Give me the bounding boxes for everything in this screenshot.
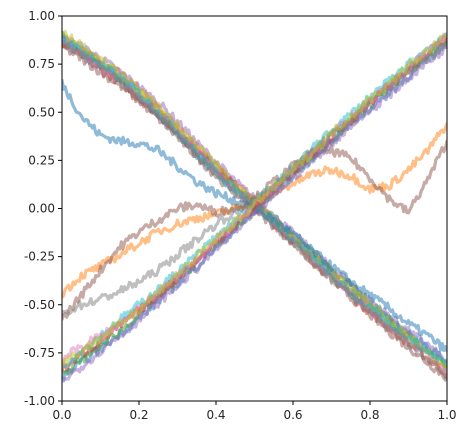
x-tick-label: 0.2 xyxy=(129,408,148,422)
y-tick-label: -0.50 xyxy=(24,298,55,312)
y-axis: 1.00 0.75 0.50 0.25 0.00 -0.25 -0.50 -0.75 -1.00 xyxy=(24,9,62,408)
x-tick-label: 0.6 xyxy=(283,408,302,422)
y-tick-label: 0.00 xyxy=(28,202,55,216)
x-axis: 0.0 0.2 0.4 0.6 0.8 1.0 xyxy=(52,401,457,422)
series-layer xyxy=(62,29,447,383)
y-tick-label: -0.75 xyxy=(24,346,55,360)
y-tick-label: 0.50 xyxy=(28,105,55,119)
y-tick-label: 0.25 xyxy=(28,153,55,167)
series-line-13 xyxy=(62,139,447,321)
x-tick-label: 0.4 xyxy=(206,408,225,422)
x-tick-label: 1.0 xyxy=(437,408,456,422)
y-tick-label: 1.00 xyxy=(28,9,55,23)
x-tick-label: 0.0 xyxy=(52,408,71,422)
y-tick-label: 0.75 xyxy=(28,57,55,71)
y-tick-label: -0.25 xyxy=(24,250,55,264)
series-line-16 xyxy=(62,44,447,381)
series-line-20 xyxy=(62,33,447,368)
y-tick-label: -1.00 xyxy=(24,394,55,408)
x-tick-label: 0.8 xyxy=(360,408,379,422)
